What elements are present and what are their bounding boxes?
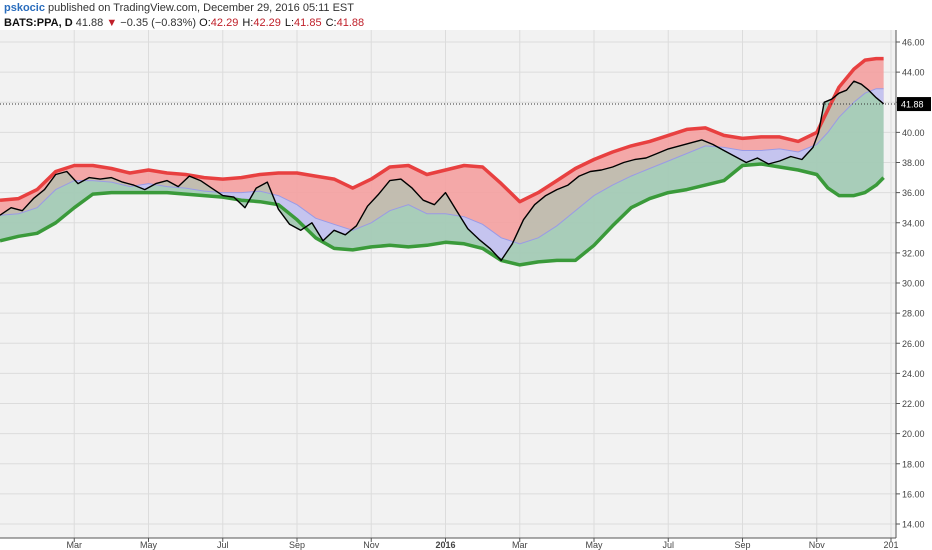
time-tick-label: Mar [512,540,528,550]
time-tick-label: May [585,540,603,550]
time-tick-label: Jul [662,540,674,550]
time-tick-label: Mar [67,540,83,550]
close-label: C: [325,17,337,29]
last-price-tag-label: 41.88 [901,100,924,110]
price-tick-label: 40.00 [902,128,925,138]
price-tick-label: 14.00 [902,520,925,530]
time-axis[interactable]: Mar May Jul Sep Nov 2016 Mar May Jul Sep Nov 201 [67,538,899,550]
price-tick-label: 18.00 [902,459,925,469]
symbol-info-line: BATS:PPA, D 41.88 ▼ −0.35 (−0.83%) O:42.… [4,17,368,29]
upper-band-line [0,56,884,204]
down-arrow-icon: ▼ [106,17,118,29]
publish-info: pskocic published on TradingView.com, De… [4,2,354,14]
author-name[interactable]: pskocic [4,2,45,14]
symbol-label: BATS:PPA, D [4,17,73,29]
bands [0,58,884,265]
open-value: 42.29 [210,17,239,29]
price-tick-label: 36.00 [902,188,925,198]
low-label: L: [284,17,295,29]
price-change: −0.35 (−0.83%) [120,17,197,29]
price-tick-label: 44.00 [902,68,925,78]
series-lines [0,56,885,267]
time-tick-label: Nov [809,540,826,550]
price-tick-label: 24.00 [902,369,925,379]
close-value: 41.88 [336,17,365,29]
time-tick-label: Sep [734,540,750,550]
time-tick-label: Sep [289,540,305,550]
price-line [0,80,885,262]
price-tick-label: 26.00 [902,339,925,349]
published-text: published on TradingView.com, December 2… [48,2,354,14]
lower-band-line [0,162,885,267]
last-price-marker: 41.88 [0,97,931,112]
time-tick-label: 201 [883,540,898,550]
lower-band-fill [0,81,884,265]
price-tick-label: 34.00 [902,218,925,228]
time-tick-label: Nov [363,540,380,550]
price-tick-label: 28.00 [902,309,925,319]
price-tick-label: 46.00 [902,38,925,48]
price-tick-label: 16.00 [902,489,925,499]
time-tick-label: 2016 [435,540,455,550]
high-value: 42.29 [253,17,281,29]
plot-background [0,30,896,538]
open-label: O: [199,17,211,29]
upper-band-overlay [0,58,884,244]
price-tick-label: 38.00 [902,158,925,168]
price-tick-label: 22.00 [902,399,925,409]
time-tick-label: May [140,540,158,550]
price-tick-label: 20.00 [902,429,925,439]
high-label: H: [242,17,254,29]
time-tick-label: Jul [217,540,229,550]
last-price-tag [897,97,931,112]
price-axis[interactable]: 46.0044.0042.0040.0038.0036.0034.0032.00… [896,38,925,530]
low-value: 41.85 [294,17,322,29]
last-price: 41.88 [75,17,104,29]
price-tick-label: 30.00 [902,279,925,289]
price-tick-label: 32.00 [902,248,925,258]
